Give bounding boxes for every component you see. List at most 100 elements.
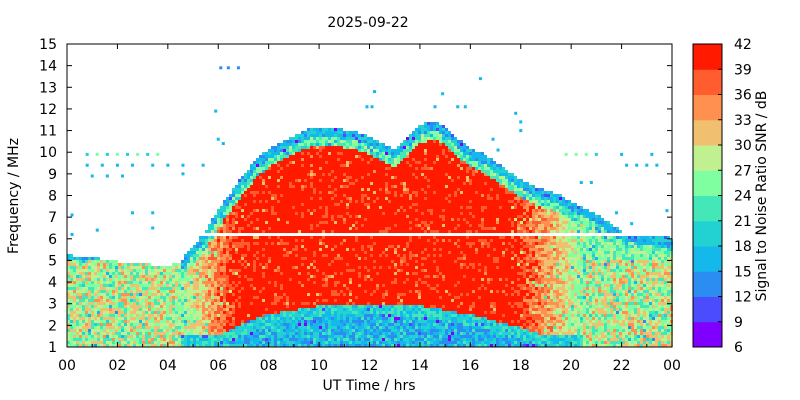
heatmap-cell (226, 242, 229, 245)
heatmap-cell (232, 266, 235, 269)
heatmap-cell (283, 260, 286, 263)
heatmap-cell (79, 266, 82, 269)
heatmap-cell (289, 224, 292, 227)
heatmap-cell (352, 305, 355, 308)
heatmap-cell (238, 299, 241, 302)
heatmap-cell (259, 266, 262, 269)
heatmap-cell (259, 299, 262, 302)
heatmap-cell (88, 269, 91, 272)
heatmap-cell (208, 281, 211, 284)
heatmap-cell (220, 245, 223, 248)
heatmap-cell (70, 332, 73, 335)
heatmap-cell (292, 152, 295, 155)
heatmap-cell (295, 308, 298, 311)
heatmap-cell (361, 302, 364, 305)
heatmap-cell (304, 311, 307, 314)
heatmap-cell (190, 299, 193, 302)
heatmap-cell (181, 281, 184, 284)
heatmap-cell (289, 260, 292, 263)
heatmap-cell (274, 245, 277, 248)
heatmap-cell (337, 248, 340, 251)
heatmap-cell (208, 257, 211, 260)
heatmap-cell (301, 341, 304, 344)
heatmap-cell (220, 251, 223, 254)
heatmap-cell (334, 197, 337, 200)
heatmap-cell (205, 314, 208, 317)
heatmap-cell (253, 335, 256, 338)
heatmap-cell (292, 266, 295, 269)
heatmap-cell (373, 305, 376, 308)
heatmap-cell (193, 338, 196, 341)
heatmap-cell (337, 263, 340, 266)
heatmap-cell (352, 191, 355, 194)
heatmap-cell (208, 224, 211, 227)
heatmap-cell (265, 191, 268, 194)
heatmap-cell (157, 305, 160, 308)
heatmap-cell (370, 323, 373, 326)
heatmap-cell (298, 329, 301, 332)
heatmap-cell (67, 338, 70, 341)
heatmap-cell (97, 299, 100, 302)
heatmap-cell (343, 314, 346, 317)
heatmap-cell (328, 281, 331, 284)
heatmap-cell (313, 128, 316, 131)
heatmap-cell (334, 287, 337, 290)
heatmap-cell (298, 335, 301, 338)
heatmap-cell (67, 308, 70, 311)
heatmap-cell (244, 230, 247, 233)
heatmap-cell (343, 170, 346, 173)
heatmap-cell (67, 278, 70, 281)
heatmap-cell (178, 263, 181, 266)
heatmap-cell (340, 320, 343, 323)
heatmap-cell (301, 269, 304, 272)
heatmap-cell (235, 335, 238, 338)
heatmap-cell (205, 266, 208, 269)
heatmap-cell (289, 179, 292, 182)
heatmap-cell (232, 245, 235, 248)
heatmap-cell (328, 317, 331, 320)
heatmap-cell (148, 338, 151, 341)
heatmap-cell (355, 209, 358, 212)
heatmap-cell (322, 179, 325, 182)
heatmap-cell (343, 140, 346, 143)
heatmap-cell (364, 206, 367, 209)
heatmap-cell (301, 194, 304, 197)
heatmap-cell (319, 284, 322, 287)
heatmap-cell (286, 203, 289, 206)
heatmap-cell (199, 335, 202, 338)
heatmap-cell (262, 158, 265, 161)
heatmap-cell (313, 248, 316, 251)
heatmap-cell (361, 158, 364, 161)
heatmap-cell (214, 275, 217, 278)
heatmap-cell (292, 326, 295, 329)
heatmap-cell (145, 326, 148, 329)
heatmap-cell (205, 254, 208, 257)
heatmap-cell (154, 293, 157, 296)
heatmap-cell (247, 302, 250, 305)
heatmap-cell (310, 182, 313, 185)
heatmap-cell (262, 242, 265, 245)
heatmap-cell (325, 182, 328, 185)
heatmap-cell (253, 248, 256, 251)
heatmap-cell (277, 311, 280, 314)
heatmap-cell (211, 263, 214, 266)
heatmap-cell (124, 281, 127, 284)
heatmap-cell (211, 329, 214, 332)
heatmap-cell (247, 194, 250, 197)
heatmap-cell (169, 290, 172, 293)
heatmap-cell (346, 143, 349, 146)
heatmap-cell (265, 197, 268, 200)
heatmap-cell (280, 143, 283, 146)
heatmap-cell (325, 170, 328, 173)
heatmap-cell (295, 305, 298, 308)
heatmap-cell (271, 242, 274, 245)
heatmap-cell (181, 314, 184, 317)
heatmap-cell (181, 341, 184, 344)
heatmap-cell (352, 329, 355, 332)
heatmap-cell (364, 167, 367, 170)
heatmap-cell (295, 323, 298, 326)
heatmap-cell (100, 338, 103, 341)
heatmap-cell (217, 224, 220, 227)
heatmap-cell (328, 323, 331, 326)
heatmap-cell (310, 155, 313, 158)
